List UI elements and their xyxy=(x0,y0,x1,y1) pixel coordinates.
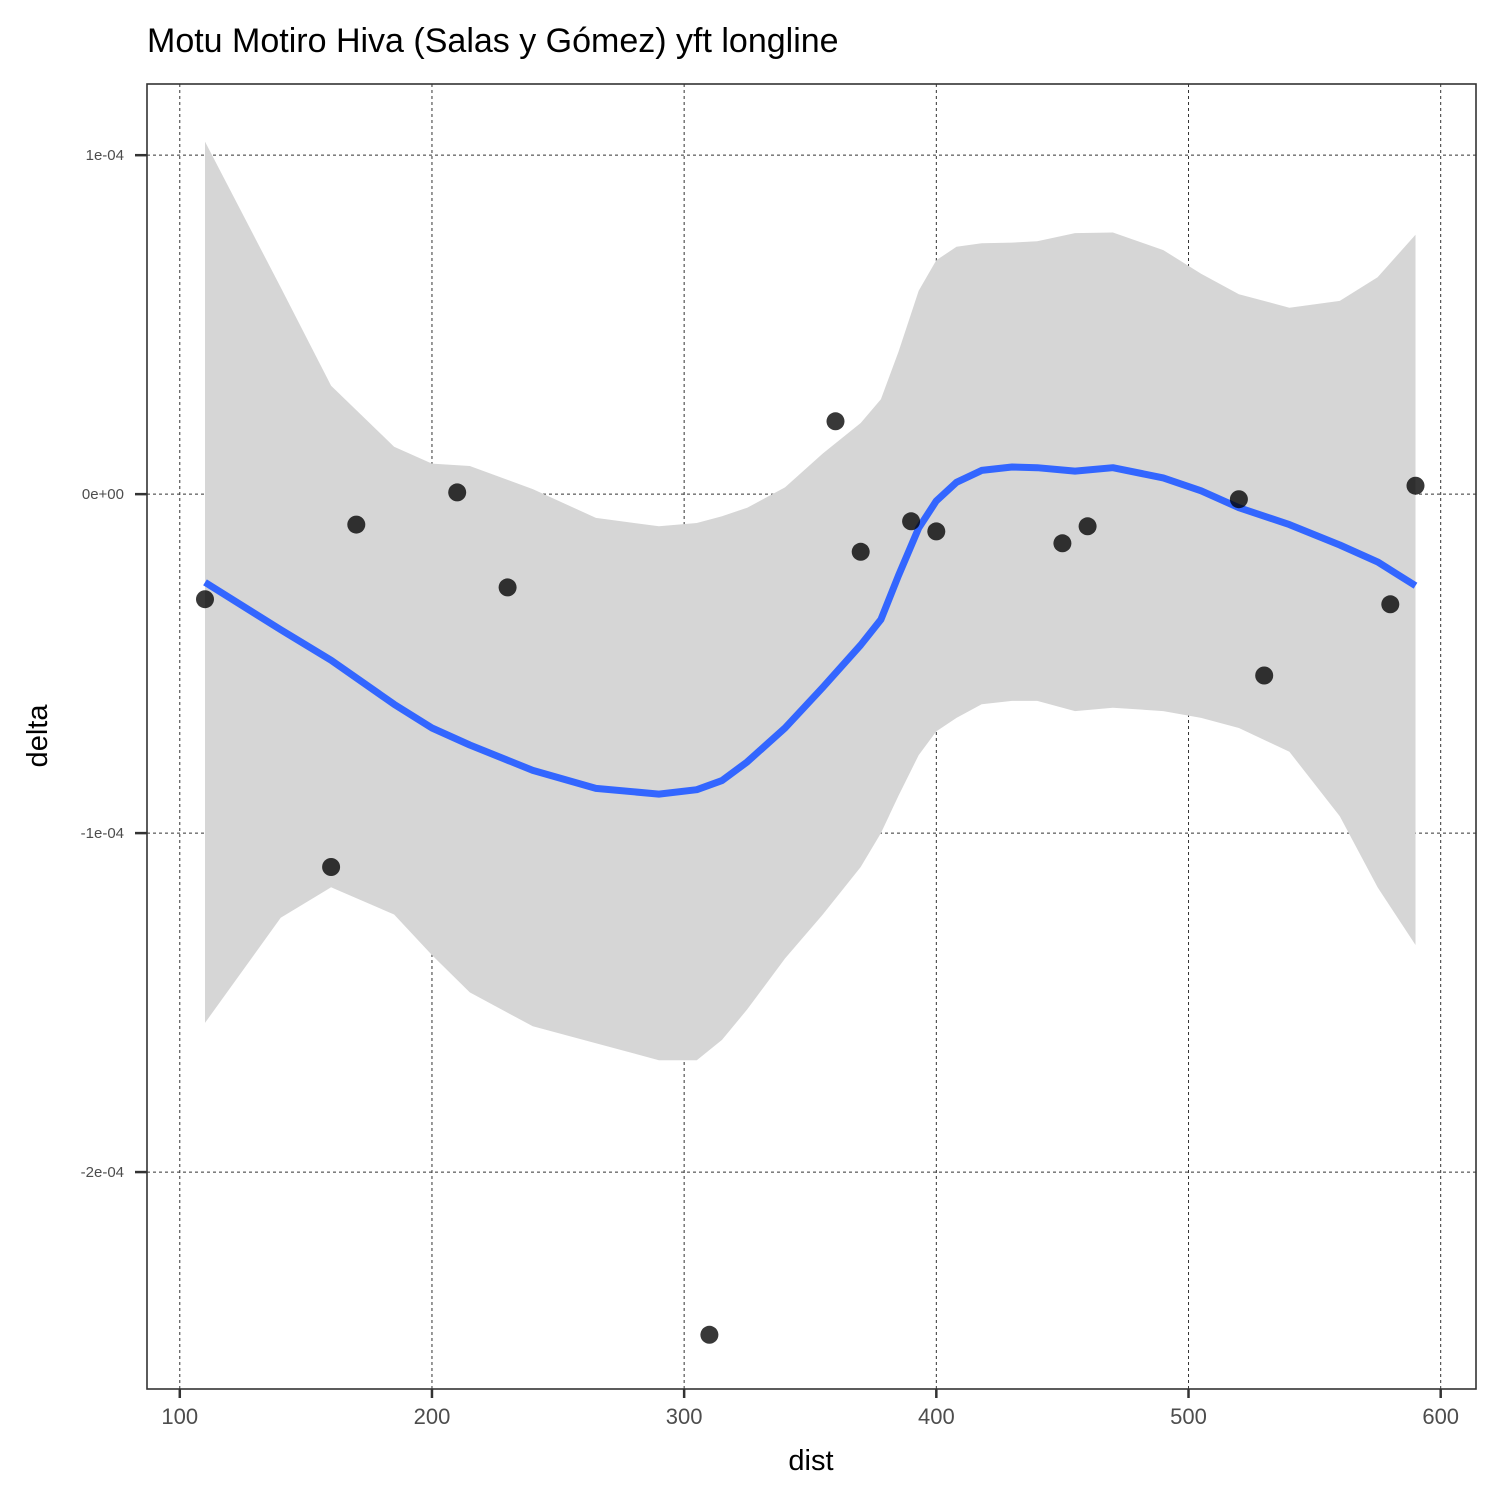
x-tick-label-1: 200 xyxy=(414,1404,451,1429)
x-tick-label-0: 100 xyxy=(161,1404,198,1429)
data-point-12 xyxy=(1229,490,1248,509)
data-point-10 xyxy=(1053,534,1072,553)
data-point-14 xyxy=(1381,595,1400,614)
x-tick-label-4: 500 xyxy=(1170,1404,1207,1429)
x-axis-title: dist xyxy=(788,1445,833,1477)
chart-title: Motu Motiro Hiva (Salas y Gómez) yft lon… xyxy=(147,22,839,60)
x-tick-label-5: 600 xyxy=(1422,1404,1459,1429)
data-point-4 xyxy=(498,578,517,597)
data-point-7 xyxy=(851,542,870,561)
data-point-11 xyxy=(1078,517,1097,536)
y-tick-label-0: -2e-04 xyxy=(81,1164,124,1181)
smooth-line xyxy=(203,463,1418,798)
data-point-6 xyxy=(826,412,845,431)
y-tick-label-3: 1e-04 xyxy=(86,147,124,164)
x-tick-label-2: 300 xyxy=(666,1404,703,1429)
confidence-ribbon-group xyxy=(205,141,1416,1061)
y-tick-label-1: -1e-04 xyxy=(81,825,124,842)
confidence-ribbon xyxy=(205,141,1416,1061)
y-axis-title: delta xyxy=(22,704,54,768)
data-point-2 xyxy=(347,515,366,534)
x-axis: 100 200 300 400 500 600 xyxy=(161,1389,1459,1429)
data-point-5 xyxy=(700,1325,719,1344)
data-point-9 xyxy=(927,522,946,541)
data-point-15 xyxy=(1406,476,1425,495)
smooth-line-group xyxy=(203,463,1418,798)
y-tick-label-2: 0e+00 xyxy=(82,486,124,503)
data-points xyxy=(196,412,1425,1344)
data-point-1 xyxy=(322,858,341,876)
data-point-13 xyxy=(1255,666,1274,685)
plot-panel-border xyxy=(146,83,1477,1390)
y-axis: -2e-04 -1e-04 0e+00 1e-04 xyxy=(81,147,147,1181)
data-point-0 xyxy=(196,590,214,609)
data-point-8 xyxy=(902,512,921,531)
x-tick-label-3: 400 xyxy=(918,1404,955,1429)
data-point-3 xyxy=(448,483,467,502)
